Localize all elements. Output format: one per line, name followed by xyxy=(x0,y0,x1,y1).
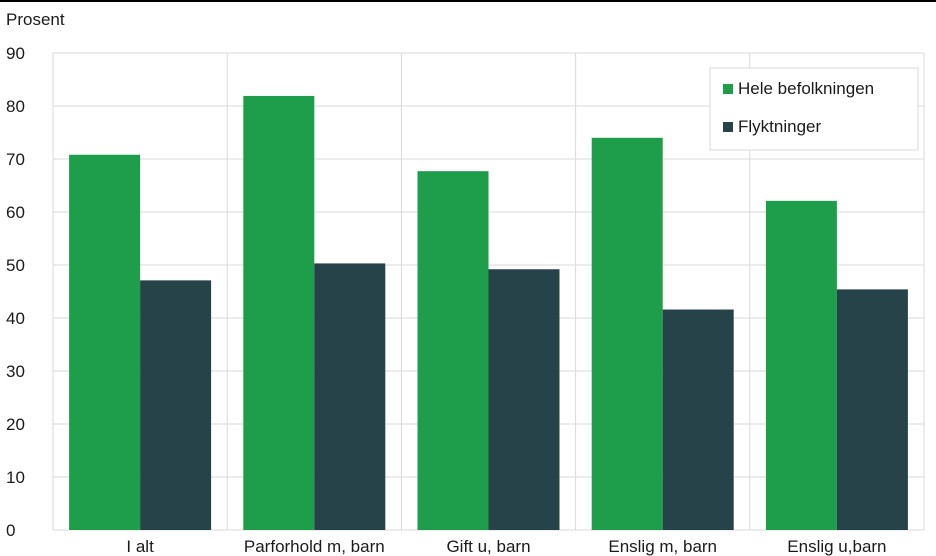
y-axis-ticks: 0 10 20 30 40 50 60 70 80 90 xyxy=(6,44,25,540)
bar-flyktninger xyxy=(488,269,560,530)
y-tick-label: 30 xyxy=(6,362,25,381)
y-tick-label: 20 xyxy=(6,415,25,434)
y-tick-label: 80 xyxy=(6,97,25,116)
bar-flyktninger xyxy=(836,289,908,530)
y-tick-label: 50 xyxy=(6,256,25,275)
bar-hele-befolkningen xyxy=(591,137,663,531)
y-tick-label: 10 xyxy=(6,468,25,487)
x-category-label: I alt xyxy=(126,537,154,556)
x-category-label: Gift u, barn xyxy=(446,537,530,556)
legend-box xyxy=(709,67,919,151)
legend-label: Flyktninger xyxy=(738,117,821,136)
bar-hele-befolkningen xyxy=(765,200,837,530)
y-tick-label: 40 xyxy=(6,309,25,328)
y-tick-label: 70 xyxy=(6,150,25,169)
bar-flyktninger xyxy=(314,263,386,530)
legend-swatch xyxy=(723,84,733,94)
bar-flyktninger xyxy=(140,280,212,530)
x-category-label: Parforhold m, barn xyxy=(244,537,385,556)
x-axis-categories: I alt Parforhold m, barn Gift u, barn Ensli… xyxy=(126,537,886,556)
bar-flyktninger xyxy=(662,309,734,530)
legend: Hele befolkningen Flyktninger xyxy=(709,67,919,151)
legend-swatch xyxy=(723,122,733,132)
legend-label: Hele befolkningen xyxy=(738,79,874,98)
y-tick-label: 60 xyxy=(6,203,25,222)
bar-hele-befolkningen xyxy=(69,154,141,530)
y-tick-label: 90 xyxy=(6,44,25,63)
bar-hele-befolkningen xyxy=(417,171,489,530)
top-border-line xyxy=(0,0,936,2)
y-axis-unit-label: Prosent xyxy=(6,10,65,29)
y-tick-label: 0 xyxy=(6,521,15,540)
x-category-label: Enslig m, barn xyxy=(608,537,717,556)
x-category-label: Enslig u,barn xyxy=(787,537,886,556)
bars xyxy=(69,95,908,531)
bar-hele-befolkningen xyxy=(243,95,315,531)
